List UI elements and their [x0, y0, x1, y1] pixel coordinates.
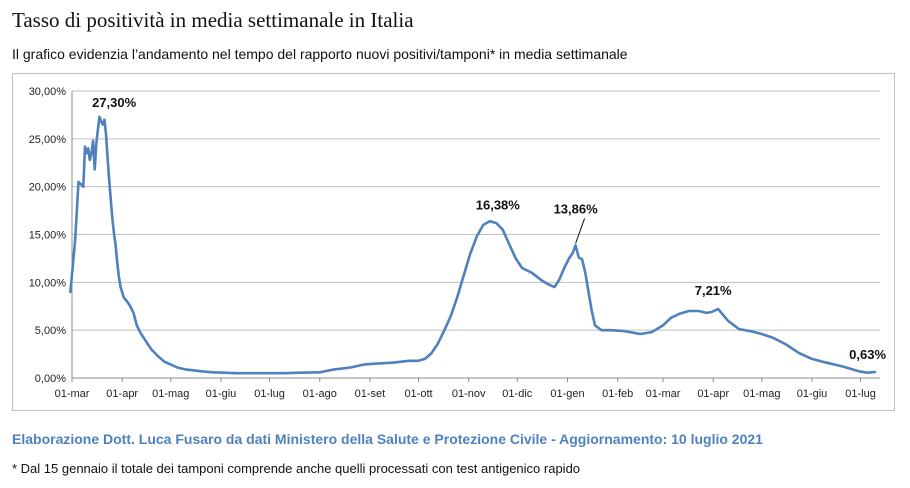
- x-tick-label: 01-nov: [452, 388, 486, 400]
- x-tick-label: 01-gen: [550, 388, 584, 400]
- chart-subtitle: Il grafico evidenzia l’andamento nel tem…: [12, 46, 628, 62]
- annotation-label: 0,63%: [849, 347, 886, 362]
- x-tick-label: 01-apr: [106, 388, 138, 400]
- annotation-label: 27,30%: [92, 95, 137, 110]
- y-tick-label: 30,00%: [29, 86, 67, 98]
- series-line: [69, 115, 877, 375]
- chart-frame: [12, 73, 895, 411]
- y-tick-label: 0,00%: [35, 373, 66, 385]
- y-tick-label: 5,00%: [35, 325, 66, 337]
- x-tick-label: 01-lug: [845, 388, 876, 400]
- x-tick-label: 01-ott: [404, 388, 432, 400]
- x-tick-label: 01-giu: [797, 388, 828, 400]
- x-tick-label: 01-set: [355, 388, 386, 400]
- x-tick-label: 01-apr: [697, 388, 729, 400]
- y-tick-label: 10,00%: [29, 277, 67, 289]
- x-tick-label: 01-mag: [152, 388, 189, 400]
- x-tick-label: 01-lug: [254, 388, 285, 400]
- chart-title: Tasso di positività in media settimanale…: [12, 8, 414, 32]
- x-tick-label: 01-dic: [502, 388, 532, 400]
- annotation-label: 13,86%: [554, 201, 599, 216]
- y-tick-label: 25,00%: [29, 134, 67, 146]
- x-tick-label: 01-mar: [55, 388, 90, 400]
- annotation-leader: [575, 218, 586, 244]
- x-tick-label: 01-ago: [303, 388, 337, 400]
- source-note: Elaborazione Dott. Luca Fusaro da dati M…: [12, 431, 763, 447]
- x-tick-label: 01-mag: [743, 388, 780, 400]
- x-tick-label: 01-mar: [646, 388, 681, 400]
- x-tick-label: 01-giu: [206, 388, 237, 400]
- annotation-label: 16,38%: [476, 197, 521, 212]
- x-tick-label: 01-feb: [602, 388, 633, 400]
- footnote: * Dal 15 gennaio il totale dei tamponi c…: [12, 461, 581, 476]
- y-tick-label: 15,00%: [29, 230, 67, 242]
- annotation-label: 7,21%: [695, 283, 732, 298]
- y-tick-label: 20,00%: [29, 182, 67, 194]
